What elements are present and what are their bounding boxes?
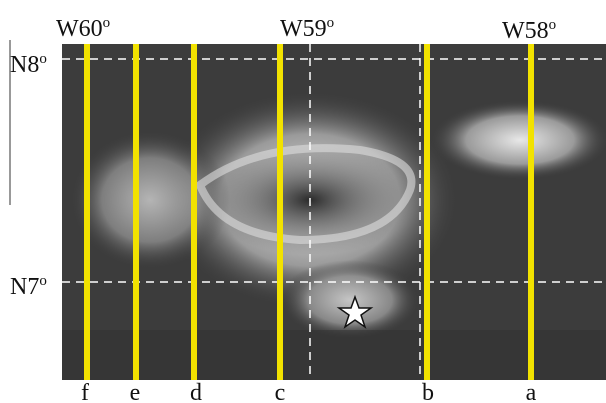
figure: W60o W59o W58o N8o N7o f e d c b a: [0, 0, 606, 403]
track-label: f: [81, 380, 89, 403]
latitude-label: N8o: [10, 51, 47, 78]
track-label: d: [190, 380, 202, 403]
longitude-label: W58o: [502, 17, 556, 44]
track-label: b: [422, 380, 434, 403]
longitude-label: W60o: [56, 15, 110, 42]
track-label: e: [130, 380, 141, 403]
track-label: a: [526, 380, 537, 403]
longitude-label: W59o: [280, 15, 334, 42]
latitude-label: N7o: [10, 273, 47, 300]
track-label: c: [275, 380, 286, 403]
